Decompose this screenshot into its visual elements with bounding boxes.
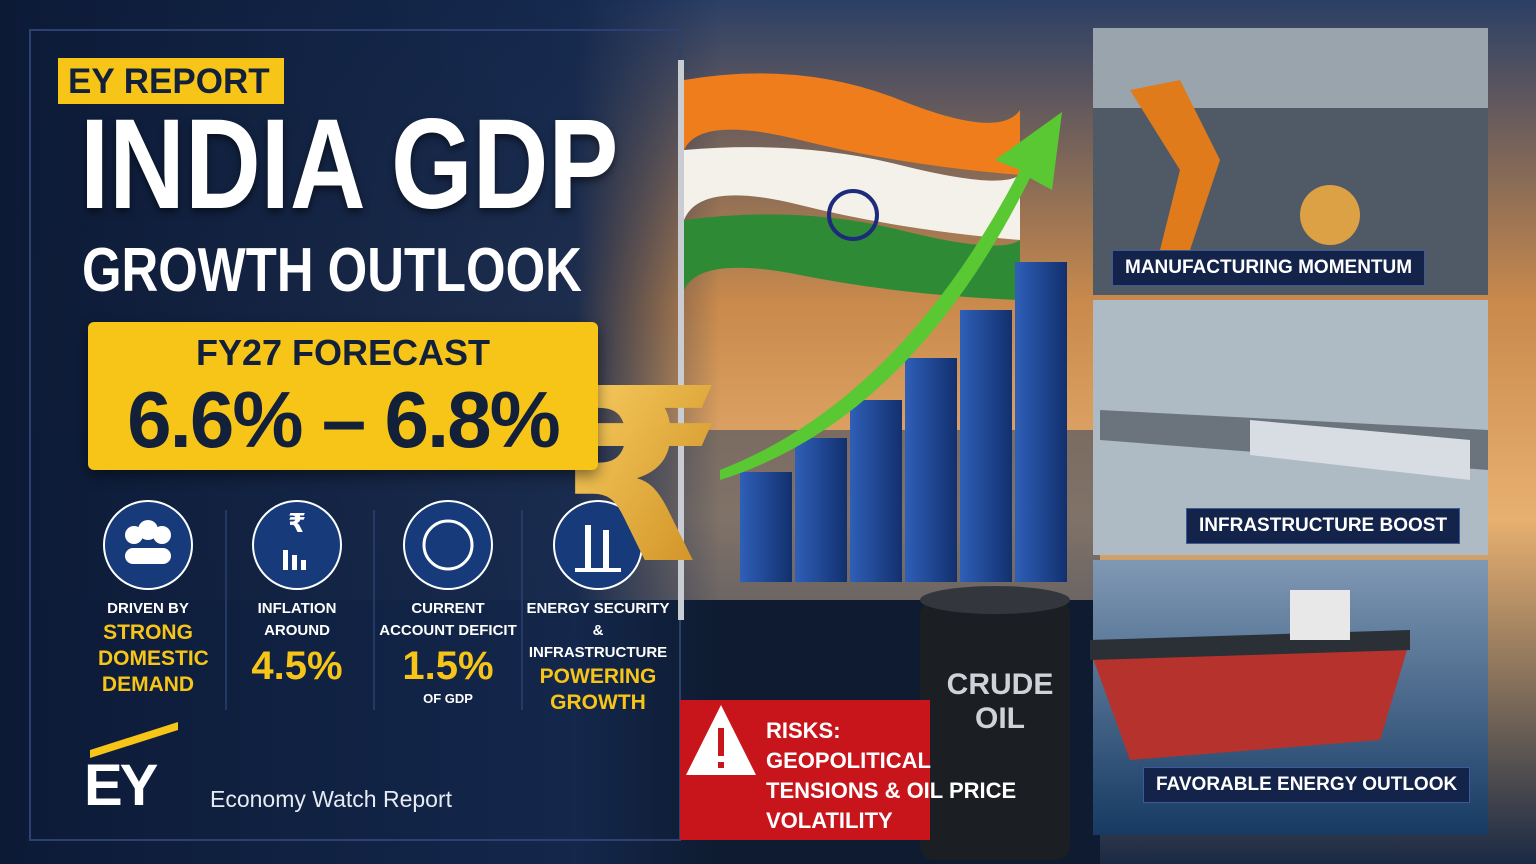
- rupee-icon: ₹: [288, 509, 306, 539]
- stat: CURRENT ACCOUNT DEFICIT 1.5% OF GDP: [374, 590, 522, 708]
- panel-caption: INFRASTRUCTURE BOOST: [1186, 508, 1461, 544]
- footer: Economy Watch Report: [210, 786, 453, 812]
- stat-label: CURRENT ACCOUNT DEFICIT: [379, 600, 517, 639]
- barrel-label: CRUDE OIL: [946, 668, 1054, 735]
- panel-caption: MANUFACTURING MOMENTUM: [1112, 250, 1426, 286]
- title: INDIA GDP: [80, 93, 619, 236]
- stat: DRIVEN BY STRONG DOMESTIC DEMAND: [74, 590, 222, 698]
- panel-caption: FAVORABLE ENERGY OUTLOOK: [1143, 767, 1471, 803]
- forecast-box: FY27 FORECAST 6.6% – 6.8%: [88, 322, 598, 470]
- forecast-label: FY27 FORECAST: [195, 332, 491, 373]
- logo: EY: [84, 753, 158, 818]
- stat-highlight: 1.5%: [402, 644, 494, 688]
- stat: INFLATION AROUND 4.5%: [223, 590, 371, 690]
- badge: EY REPORT: [58, 58, 284, 104]
- stat-highlight: POWERING GROWTH: [539, 665, 657, 714]
- stat-label: ENERGY SECURITY & INFRASTRUCTURE: [526, 600, 670, 661]
- stat-highlight: STRONG DOMESTIC DEMAND: [98, 621, 209, 696]
- stat: ENERGY SECURITY & INFRASTRUCTURE POWERIN…: [524, 590, 672, 716]
- stat-label: DRIVEN BY: [107, 600, 189, 617]
- forecast-value: 6.6% – 6.8%: [127, 375, 561, 464]
- stat-label: INFLATION AROUND: [257, 600, 337, 639]
- stat-highlight: 4.5%: [251, 644, 343, 688]
- subtitle: GROWTH OUTLOOK: [82, 236, 582, 305]
- stat-note: OF GDP: [423, 691, 473, 706]
- risk-text: GEOPOLITICAL TENSIONS & OIL PRICE VOLATI…: [766, 748, 1017, 833]
- risk-heading: RISKS:: [766, 718, 841, 743]
